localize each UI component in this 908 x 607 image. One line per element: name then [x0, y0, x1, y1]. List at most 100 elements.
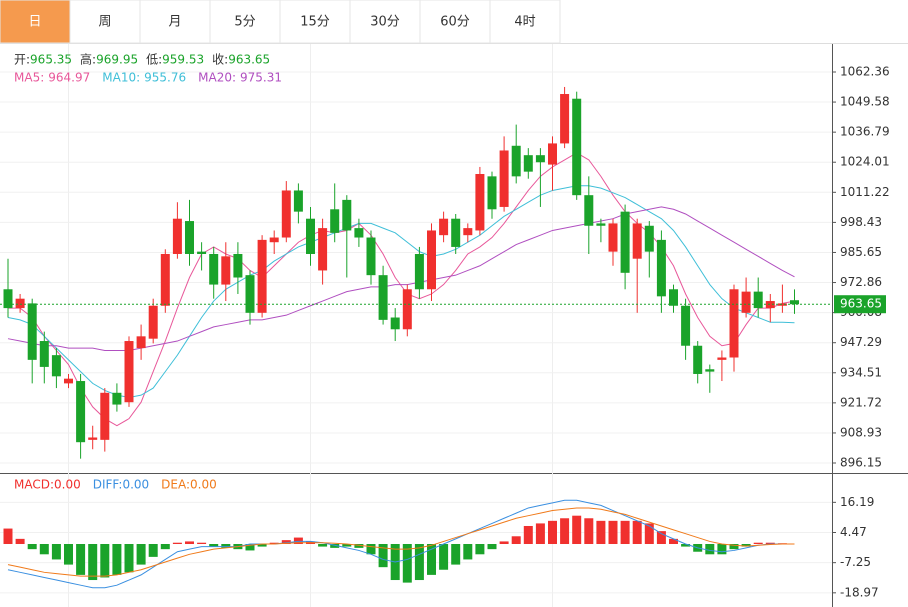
- ma-line: [7, 206, 795, 351]
- candle-body: [257, 239, 267, 313]
- y-tick-label: 1036.79: [840, 125, 890, 139]
- macd-legend-name: DEA:: [161, 478, 190, 492]
- candle-body: [366, 237, 376, 276]
- candle-body: [221, 256, 231, 285]
- candle-body: [693, 345, 703, 374]
- macd-bar: [366, 544, 376, 555]
- candle-body: [378, 275, 388, 320]
- candle-body: [729, 289, 739, 358]
- candle-body: [475, 174, 485, 231]
- ma-legend-name: MA5:: [14, 71, 44, 85]
- y-tick-label: 921.72: [840, 395, 882, 409]
- tab[interactable]: [279, 0, 351, 44]
- macd-line: [7, 507, 795, 577]
- macd-bar: [717, 544, 727, 555]
- macd-bar: [414, 544, 424, 581]
- tab-label[interactable]: 月: [168, 15, 181, 30]
- candle-body: [160, 253, 170, 306]
- ma-legend-value: 955.76: [144, 71, 186, 85]
- macd-bar: [620, 520, 630, 545]
- tab-label[interactable]: 4时: [514, 15, 535, 30]
- macd-line: [7, 499, 795, 589]
- macd-bar: [535, 523, 545, 545]
- candle-body: [681, 305, 691, 346]
- candle-body: [777, 303, 787, 306]
- candle-body: [245, 275, 255, 313]
- tab[interactable]: [349, 0, 421, 44]
- candle-body: [354, 228, 364, 238]
- macd-bar: [15, 538, 25, 545]
- macd-bar: [608, 520, 618, 545]
- candle-body: [64, 378, 73, 384]
- candle-body: [281, 190, 291, 238]
- y-tick-label: 1049.58: [840, 95, 890, 109]
- candle-body: [148, 305, 158, 339]
- tab[interactable]: [69, 0, 141, 44]
- candle-body: [487, 176, 497, 210]
- candle-body: [15, 298, 25, 309]
- candle-body: [560, 94, 570, 144]
- macd-bar: [112, 544, 122, 575]
- tab-label[interactable]: 30分: [370, 15, 400, 30]
- macd-bar: [402, 544, 412, 583]
- tab[interactable]: [489, 0, 561, 44]
- macd-bar: [172, 542, 182, 545]
- macd-bar: [100, 544, 110, 578]
- tab[interactable]: [209, 0, 281, 44]
- ohlc-label: 高:: [80, 52, 96, 67]
- tab[interactable]: [419, 0, 491, 44]
- candle-body: [523, 155, 533, 172]
- candle-body: [112, 392, 122, 405]
- candle-body: [790, 300, 799, 305]
- macd-bar: [27, 544, 37, 550]
- candle-body: [27, 303, 37, 360]
- ma-line: [7, 185, 795, 399]
- ohlc-value: 963.65: [228, 53, 270, 67]
- candle-body: [451, 218, 461, 247]
- macd-bar: [293, 537, 303, 545]
- candle-body: [88, 437, 98, 440]
- macd-bar: [753, 542, 763, 545]
- tab-label[interactable]: 60分: [440, 15, 470, 30]
- tab-label[interactable]: 15分: [300, 15, 330, 30]
- y-tick-label: -18.97: [840, 585, 879, 599]
- tab-label[interactable]: 5分: [234, 15, 255, 30]
- candle-body: [39, 341, 49, 367]
- macd-bar: [197, 542, 207, 545]
- ohlc-value: 965.35: [30, 53, 72, 67]
- macd-bar: [705, 544, 715, 555]
- macd-bar: [221, 544, 231, 548]
- macd-legend-value: 0.00: [54, 478, 81, 492]
- macd-bar: [499, 541, 509, 545]
- y-tick-label: 972.86: [840, 275, 882, 289]
- macd-bar: [64, 544, 73, 565]
- y-tick-label: 1011.22: [840, 185, 890, 199]
- macd-legend-value: 0.00: [190, 478, 217, 492]
- macd-bar: [729, 544, 739, 550]
- y-tick-label: 1062.36: [840, 64, 890, 78]
- macd-bar: [487, 544, 497, 550]
- ma-legend-value: 964.97: [48, 71, 90, 85]
- candle-body: [535, 155, 545, 163]
- candle-body: [669, 289, 678, 306]
- tab-label[interactable]: 日: [28, 15, 41, 30]
- macd-bar: [318, 544, 328, 547]
- macd-bar: [463, 544, 473, 560]
- tab-label[interactable]: 周: [98, 15, 111, 30]
- macd-bar: [596, 520, 606, 545]
- candle-body: [584, 195, 594, 226]
- candle-body: [342, 199, 352, 231]
- macd-bar: [644, 523, 654, 545]
- macd-bar: [378, 544, 388, 568]
- candle-body: [439, 218, 449, 236]
- candle-body: [753, 291, 763, 309]
- tab[interactable]: [0, 0, 71, 44]
- macd-bar: [281, 540, 291, 545]
- candle-body: [705, 369, 715, 372]
- candle-body: [414, 253, 424, 290]
- macd-bar: [439, 544, 449, 570]
- macd-bar: [511, 536, 521, 545]
- macd-bar: [632, 520, 642, 545]
- candle-body: [293, 190, 303, 212]
- y-tick-label: 947.29: [840, 335, 882, 349]
